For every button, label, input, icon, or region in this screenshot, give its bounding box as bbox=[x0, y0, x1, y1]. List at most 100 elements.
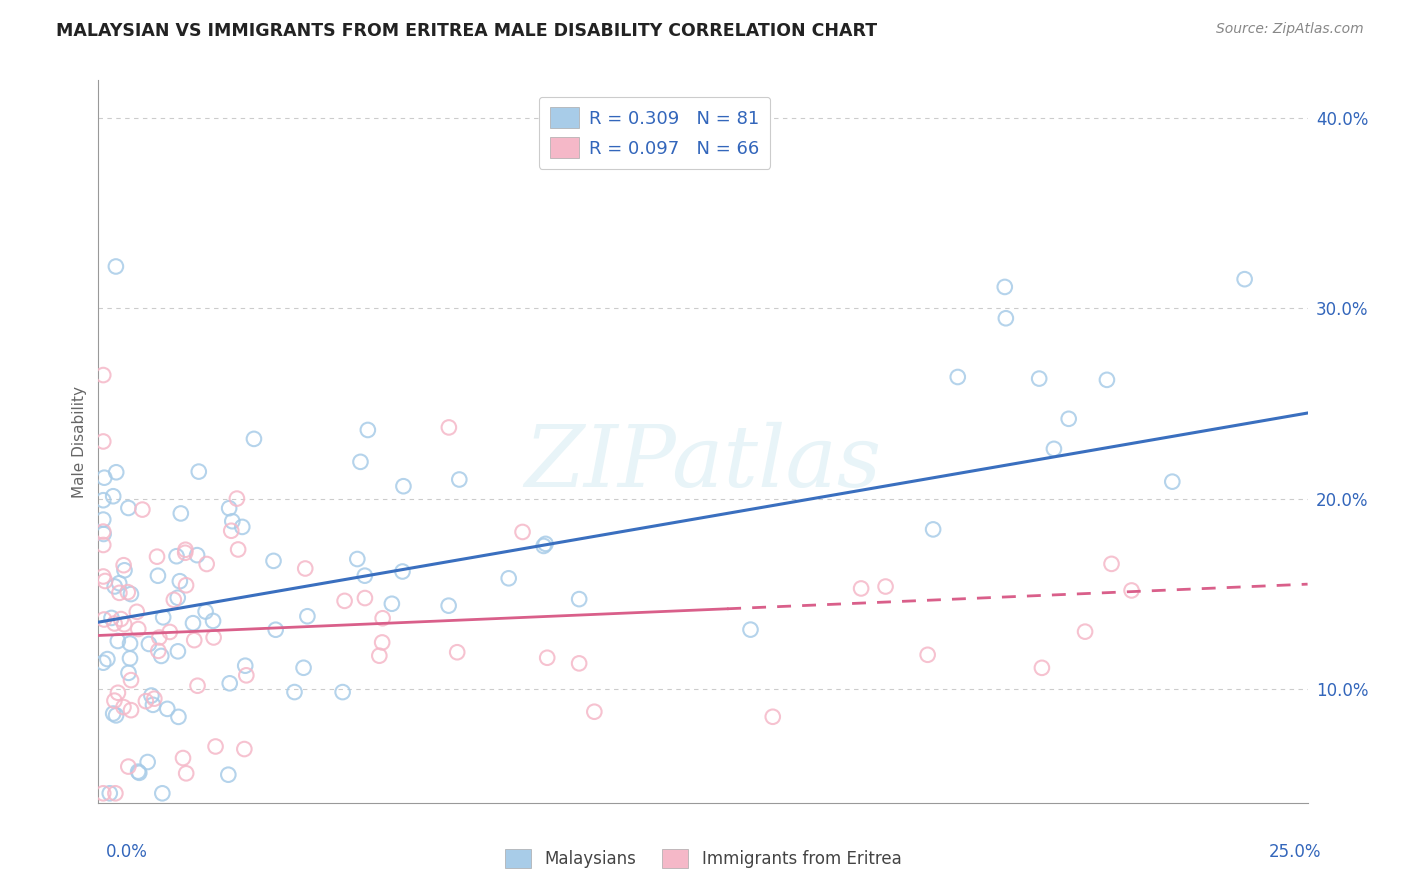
Point bbox=[120, 703, 142, 717]
Point bbox=[117, 500, 139, 515]
Point bbox=[568, 592, 591, 607]
Point bbox=[1161, 475, 1184, 489]
Point bbox=[156, 702, 179, 716]
Point bbox=[120, 673, 142, 687]
Point bbox=[235, 668, 257, 682]
Point bbox=[332, 685, 354, 699]
Point bbox=[922, 522, 945, 536]
Text: 0.0%: 0.0% bbox=[105, 843, 148, 861]
Point bbox=[186, 679, 208, 693]
Text: MALAYSIAN VS IMMIGRANTS FROM ERITREA MALE DISABILITY CORRELATION CHART: MALAYSIAN VS IMMIGRANTS FROM ERITREA MAL… bbox=[56, 22, 877, 40]
Point bbox=[226, 542, 249, 557]
Point bbox=[1101, 557, 1123, 571]
Text: 25.0%: 25.0% bbox=[1270, 843, 1322, 861]
Point bbox=[371, 635, 394, 649]
Point bbox=[219, 524, 242, 538]
Point bbox=[91, 524, 114, 539]
Point bbox=[1043, 442, 1066, 456]
Point bbox=[183, 633, 205, 648]
Point bbox=[91, 569, 114, 583]
Point bbox=[94, 574, 117, 588]
Point bbox=[150, 648, 173, 663]
Point bbox=[141, 689, 163, 703]
Point bbox=[105, 708, 128, 723]
Point bbox=[294, 561, 316, 575]
Point bbox=[204, 739, 226, 754]
Point bbox=[354, 591, 377, 605]
Text: Source: ZipAtlas.com: Source: ZipAtlas.com bbox=[1216, 22, 1364, 37]
Point bbox=[166, 591, 188, 605]
Point bbox=[127, 622, 149, 636]
Point bbox=[166, 549, 188, 564]
Point bbox=[104, 786, 127, 800]
Point bbox=[148, 631, 170, 645]
Point bbox=[849, 582, 872, 596]
Point bbox=[357, 423, 380, 437]
Point bbox=[103, 693, 125, 707]
Point bbox=[112, 617, 135, 632]
Point bbox=[740, 623, 762, 637]
Point bbox=[91, 434, 114, 449]
Point bbox=[91, 656, 114, 670]
Legend: Malaysians, Immigrants from Eritrea: Malaysians, Immigrants from Eritrea bbox=[498, 842, 908, 875]
Point bbox=[91, 368, 114, 382]
Point bbox=[112, 700, 135, 714]
Point bbox=[107, 634, 129, 648]
Point bbox=[103, 616, 125, 631]
Point bbox=[114, 563, 136, 577]
Point bbox=[143, 691, 166, 706]
Point bbox=[536, 650, 558, 665]
Point bbox=[159, 624, 181, 639]
Point bbox=[202, 631, 225, 645]
Point bbox=[96, 652, 118, 666]
Point bbox=[283, 685, 305, 699]
Point bbox=[174, 578, 197, 592]
Point bbox=[146, 549, 169, 564]
Point bbox=[163, 592, 186, 607]
Point bbox=[1233, 272, 1256, 286]
Point bbox=[875, 580, 897, 594]
Legend: R = 0.309   N = 81, R = 0.097   N = 66: R = 0.309 N = 81, R = 0.097 N = 66 bbox=[538, 96, 770, 169]
Point bbox=[946, 370, 969, 384]
Point bbox=[1095, 373, 1118, 387]
Point bbox=[138, 637, 160, 651]
Point bbox=[353, 568, 375, 582]
Point bbox=[1057, 412, 1080, 426]
Point bbox=[762, 710, 785, 724]
Point bbox=[172, 751, 194, 765]
Point bbox=[994, 280, 1017, 294]
Point bbox=[125, 605, 148, 619]
Point bbox=[127, 764, 149, 779]
Point bbox=[231, 520, 253, 534]
Point bbox=[233, 658, 256, 673]
Point bbox=[221, 514, 243, 528]
Point bbox=[1121, 583, 1143, 598]
Point bbox=[437, 420, 460, 434]
Point bbox=[391, 565, 413, 579]
Point bbox=[170, 507, 193, 521]
Y-axis label: Male Disability: Male Disability bbox=[72, 385, 87, 498]
Point bbox=[91, 786, 114, 800]
Point bbox=[994, 311, 1017, 326]
Point bbox=[217, 768, 239, 782]
Point bbox=[392, 479, 415, 493]
Point bbox=[93, 527, 115, 541]
Point bbox=[146, 568, 169, 582]
Point bbox=[117, 585, 139, 599]
Point bbox=[292, 661, 315, 675]
Point bbox=[1074, 624, 1097, 639]
Point bbox=[167, 644, 190, 658]
Point bbox=[187, 465, 209, 479]
Point bbox=[194, 605, 217, 619]
Point bbox=[169, 574, 191, 589]
Point bbox=[1028, 371, 1050, 385]
Point bbox=[98, 786, 121, 800]
Point bbox=[583, 705, 606, 719]
Point bbox=[371, 611, 394, 625]
Point bbox=[233, 742, 256, 756]
Point bbox=[104, 260, 127, 274]
Point bbox=[136, 755, 159, 769]
Point bbox=[381, 597, 404, 611]
Point bbox=[202, 614, 225, 628]
Point bbox=[150, 786, 173, 800]
